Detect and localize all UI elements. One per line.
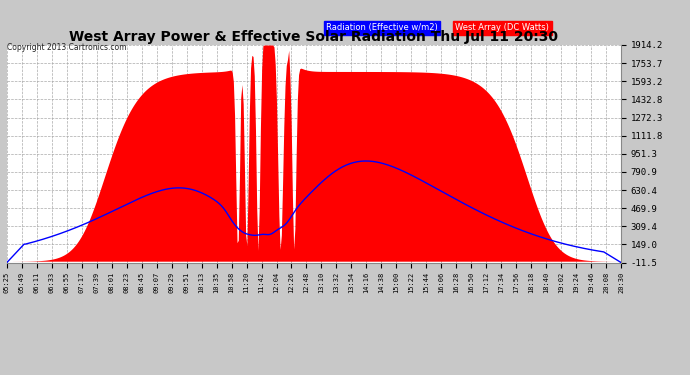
Text: Radiation (Effective w/m2): Radiation (Effective w/m2) — [326, 23, 438, 32]
Text: Copyright 2013 Cartronics.com: Copyright 2013 Cartronics.com — [7, 43, 126, 52]
Title: West Array Power & Effective Solar Radiation Thu Jul 11 20:30: West Array Power & Effective Solar Radia… — [70, 30, 558, 44]
Text: West Array (DC Watts): West Array (DC Watts) — [455, 23, 549, 32]
